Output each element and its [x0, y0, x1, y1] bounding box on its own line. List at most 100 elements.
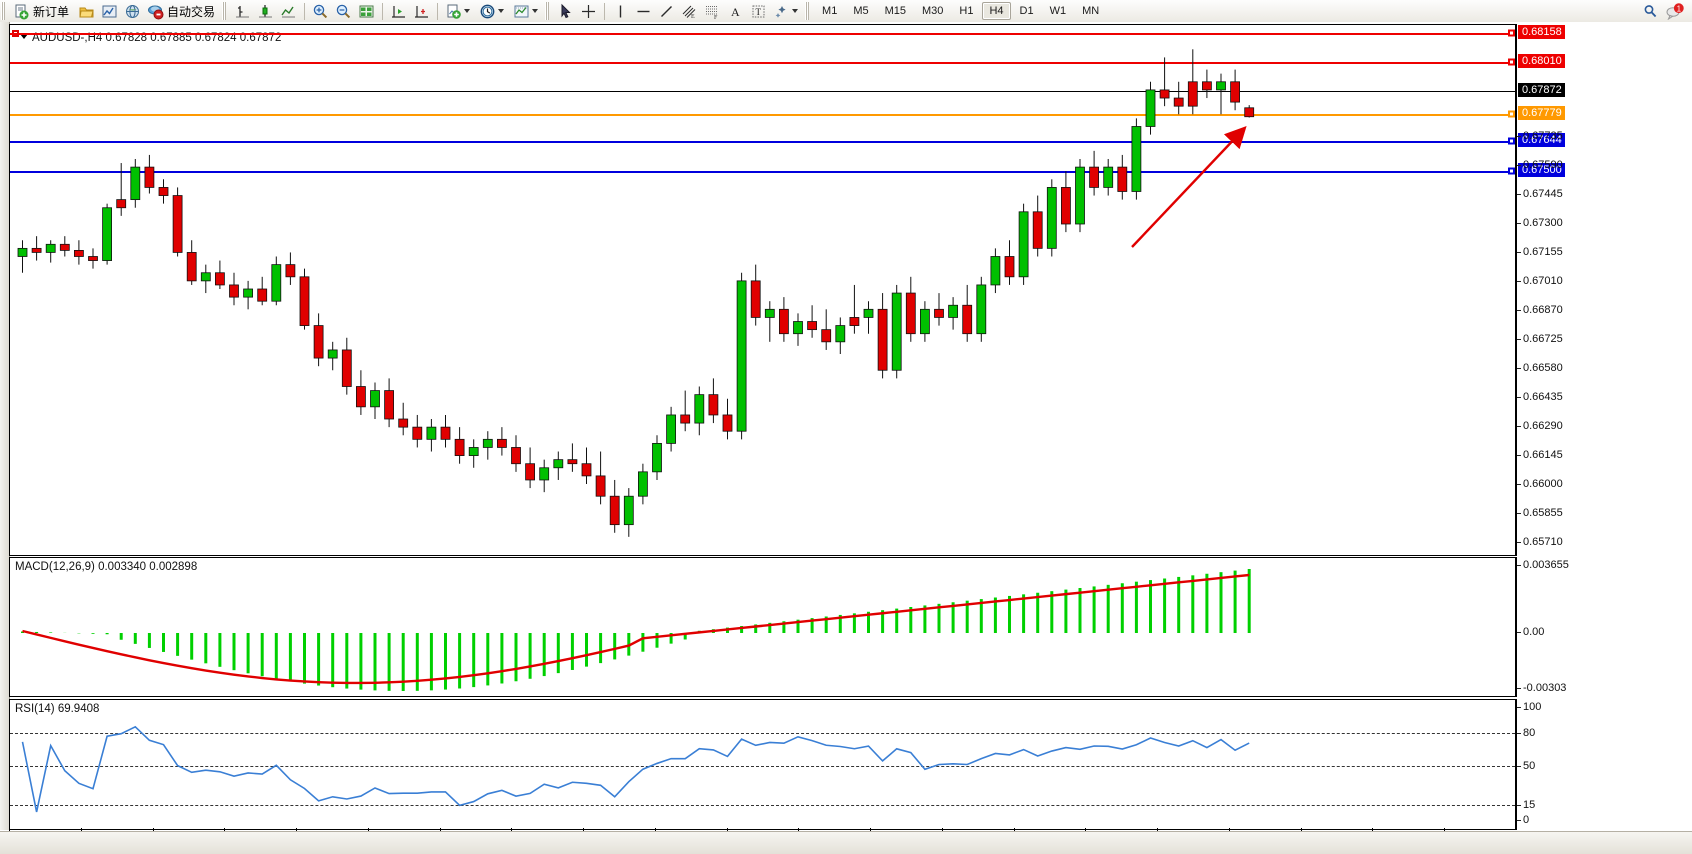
price-line-0-67644[interactable] [10, 141, 1515, 143]
zoom-out-icon [335, 3, 352, 20]
macd-pane[interactable]: MACD(12,26,9) 0.003340 0.002898 [9, 557, 1516, 697]
candle-body [88, 256, 98, 261]
price-axis[interactable]: 0.68158 0.68010 0.67872 0.67779 0.67644 … [1516, 24, 1692, 556]
price-line-0-67500[interactable] [10, 171, 1515, 173]
time-tick [152, 828, 154, 833]
grid-view-button[interactable] [355, 1, 378, 21]
candle-body [229, 284, 239, 298]
candlestick-icon [257, 3, 274, 20]
candle-body [905, 292, 916, 335]
timeframe-m1[interactable]: M1 [822, 5, 838, 17]
candlestick-chart-button[interactable] [254, 1, 277, 21]
horizontal-line-tool-button[interactable] [632, 1, 655, 21]
price-axis-label: 0.67590 [1523, 159, 1563, 171]
crosshair-tool-button[interactable] [577, 1, 600, 21]
equidistant-channel-tool-button[interactable]: E [678, 1, 701, 21]
timeframe-w1[interactable]: W1 [1049, 5, 1067, 17]
time-tick [439, 828, 441, 833]
candle-body [214, 272, 225, 286]
clock-icon [479, 3, 496, 20]
price-line-0-67779[interactable] [10, 114, 1515, 116]
timeframe-h4[interactable]: H4 [982, 2, 1011, 20]
chart-dropdown-arrow-icon[interactable] [20, 34, 28, 39]
zoom-in-button[interactable] [309, 1, 332, 21]
line-chart-button[interactable] [277, 1, 300, 21]
price-axis-label: 0.66145 [1523, 449, 1563, 461]
price-line-handle-0-67779[interactable] [1508, 110, 1515, 118]
bar-chart-button[interactable] [231, 1, 254, 21]
candle-body [355, 386, 366, 408]
rsi-pane[interactable]: RSI(14) 69.9408 [9, 699, 1516, 830]
price-line-handle-0-67500[interactable] [1508, 167, 1515, 175]
templates-dropdown-caret[interactable] [532, 9, 539, 13]
notifications-button[interactable]: 1 [1662, 1, 1688, 21]
price-pane[interactable]: AUDUSD-,H4 0.67828 0.67885 0.67824 0.678… [9, 24, 1516, 556]
candle-body [200, 272, 211, 282]
toolbar-grip-2[interactable] [222, 2, 230, 20]
macd-signal-line [22, 573, 1250, 685]
toolbar-grip-4[interactable] [805, 2, 813, 20]
price-label-0-67779: 0.67779 [1518, 106, 1565, 120]
text-label-tool-button[interactable]: T [747, 1, 770, 21]
candle-body [1089, 166, 1099, 188]
new-chart-button[interactable] [442, 1, 476, 21]
candle-body [327, 349, 338, 359]
candle-body [736, 280, 747, 432]
trendline-tool-button[interactable] [655, 1, 678, 21]
toolbar-grip[interactable] [1, 2, 8, 20]
timeframe-m15[interactable]: M15 [884, 5, 906, 17]
vertical-line-tool-button[interactable] [609, 1, 632, 21]
price-line-handle-0-67644[interactable] [1508, 137, 1515, 145]
objects-dropdown-caret[interactable] [792, 9, 799, 13]
candle-body [849, 317, 860, 326]
text-tool-button[interactable]: A [724, 1, 747, 21]
chart-shift-button[interactable] [410, 1, 433, 21]
rsi-tick [1517, 707, 1521, 708]
data-window-button[interactable] [121, 1, 144, 21]
templates-button[interactable] [510, 1, 544, 21]
price-axis-label: 0.67155 [1523, 246, 1563, 258]
cursor-tool-button[interactable] [554, 1, 577, 21]
price-line-handle-0-68158[interactable] [1508, 29, 1515, 37]
period-dropdown-caret[interactable] [498, 9, 505, 13]
candle-body [17, 247, 28, 257]
rsi-axis-label: 15 [1523, 799, 1536, 811]
candle-body [144, 166, 155, 188]
timeframe-d1[interactable]: D1 [1019, 5, 1034, 17]
objects-list-button[interactable] [770, 1, 804, 21]
period-button[interactable] [476, 1, 510, 21]
toolbar-grip-3[interactable] [545, 2, 553, 20]
timeframe-m5[interactable]: M5 [853, 5, 869, 17]
zoom-out-button[interactable] [332, 1, 355, 21]
timeframe-h1[interactable]: H1 [959, 5, 974, 17]
search-button[interactable] [1639, 1, 1662, 21]
price-line-0-68158[interactable] [10, 33, 1515, 35]
price-tick [1517, 165, 1521, 166]
price-line-handle-0-68010[interactable] [1508, 58, 1515, 66]
price-label-0-68158: 0.68158 [1518, 25, 1565, 39]
candle-body [31, 247, 42, 253]
candle-body [1145, 89, 1156, 127]
cursor-icon [557, 3, 574, 20]
auto-scroll-button[interactable] [387, 1, 410, 21]
expert-advisors-button[interactable] [75, 1, 98, 21]
timeframe-m30[interactable]: M30 [922, 5, 944, 17]
fibonacci-tool-button[interactable]: F [701, 1, 724, 21]
price-line-0-68010[interactable] [10, 62, 1515, 64]
macd-header: MACD(12,26,9) 0.003340 0.002898 [15, 561, 198, 573]
svg-text:A: A [731, 5, 740, 19]
candle-body [694, 394, 705, 424]
candle-body [1018, 211, 1029, 278]
rsi-axis-label: 80 [1523, 727, 1536, 739]
market-watch-icon [101, 3, 118, 20]
globe-icon [124, 3, 141, 20]
candle-body [299, 276, 310, 326]
timeframe-mn[interactable]: MN [1082, 5, 1100, 17]
new-chart-dropdown-caret[interactable] [464, 9, 471, 13]
bullish-trend-arrow[interactable] [10, 25, 1515, 555]
macd-axis: 0.003655 0.00 -0.00303 [1516, 557, 1692, 697]
auto-trading-button[interactable]: 自动交易 [144, 1, 221, 21]
market-watch-button[interactable] [98, 1, 121, 21]
macd-tick [1517, 688, 1521, 689]
new-order-button[interactable]: 新订单 [10, 1, 75, 21]
